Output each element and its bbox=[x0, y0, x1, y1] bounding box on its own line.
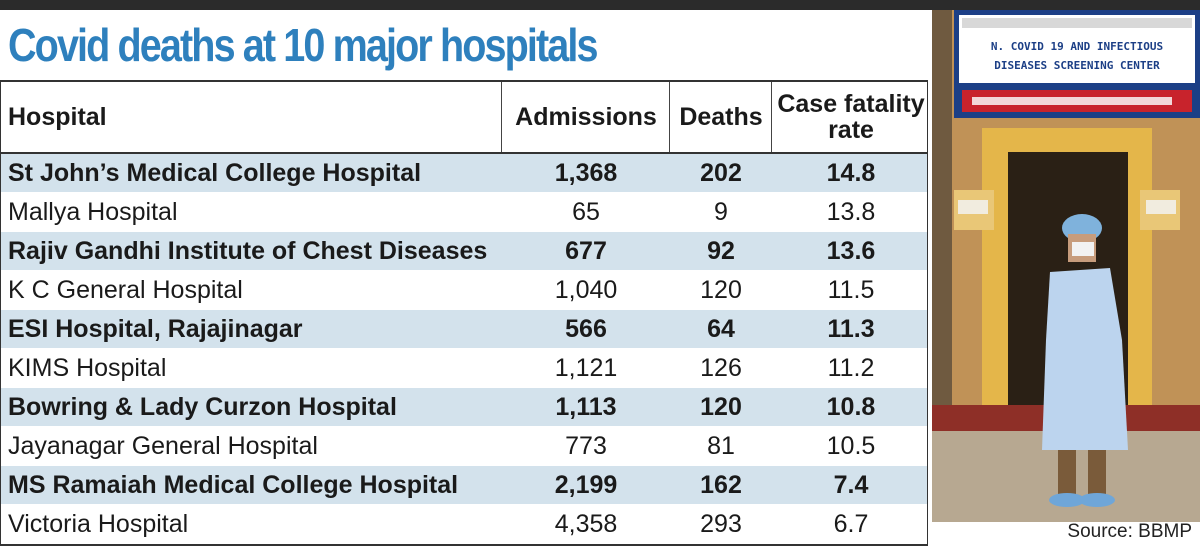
table-row: Mallya Hospital 65 9 13.8 bbox=[1, 193, 927, 231]
cell-case-fatality-rate: 11.3 bbox=[827, 314, 875, 343]
cell-deaths: 120 bbox=[700, 275, 742, 304]
header-admissions: Admissions bbox=[515, 103, 657, 131]
cell-deaths: 162 bbox=[700, 470, 742, 499]
source-credit: Source: BBMP bbox=[1067, 521, 1192, 542]
cell-admissions: 1,113 bbox=[555, 392, 617, 421]
cell-admissions: 4,358 bbox=[554, 509, 618, 538]
header-divider bbox=[501, 82, 502, 152]
cell-hospital: KIMS Hospital bbox=[8, 353, 167, 382]
header-divider bbox=[771, 82, 772, 152]
cell-deaths: 120 bbox=[700, 392, 742, 421]
cell-admissions: 1,368 bbox=[554, 158, 618, 187]
table-row: Rajiv Gandhi Institute of Chest Diseases… bbox=[1, 232, 927, 270]
table-row: K C General Hospital 1,040 120 11.5 bbox=[1, 271, 927, 309]
cell-hospital: K C General Hospital bbox=[8, 275, 243, 304]
cell-admissions: 1,121 bbox=[554, 353, 618, 382]
cell-case-fatality-rate: 11.5 bbox=[827, 275, 875, 304]
cell-admissions: 566 bbox=[565, 314, 607, 343]
cell-hospital: Jayanagar General Hospital bbox=[8, 431, 318, 460]
cell-deaths: 9 bbox=[714, 197, 728, 226]
cell-hospital: MS Ramaiah Medical College Hospital bbox=[8, 470, 459, 499]
table-row: MS Ramaiah Medical College Hospital 2,199… bbox=[1, 466, 927, 504]
header-case-fatality-rate: Case fatality rate bbox=[777, 90, 925, 144]
table-row: Jayanagar General Hospital 773 81 10.5 bbox=[1, 427, 927, 465]
table-row: St John’s Medical College Hospital 1,368 2… bbox=[1, 154, 927, 192]
cell-case-fatality-rate: 10.8 bbox=[826, 392, 876, 421]
cell-case-fatality-rate: 10.5 bbox=[826, 431, 876, 460]
table-header-row: Hospital Admissions Deaths Case fatality… bbox=[1, 82, 927, 154]
cell-deaths: 64 bbox=[707, 314, 735, 343]
cell-hospital: St John’s Medical College Hospital bbox=[8, 158, 422, 187]
cell-admissions: 2,199 bbox=[554, 470, 618, 499]
cell-hospital: Rajiv Gandhi Institute of Chest Diseases bbox=[8, 236, 488, 265]
top-bar bbox=[0, 0, 1200, 10]
header-deaths: Deaths bbox=[679, 103, 763, 131]
table-row: ESI Hospital, Rajajinagar 566 64 11.3 bbox=[1, 310, 927, 348]
cell-deaths: 202 bbox=[700, 158, 742, 187]
table-row: Bowring & Lady Curzon Hospital 1,113 120 10… bbox=[1, 388, 927, 426]
cell-deaths: 92 bbox=[707, 236, 735, 265]
cell-case-fatality-rate: 6.7 bbox=[833, 509, 869, 538]
header-divider bbox=[669, 82, 670, 152]
cell-hospital: Mallya Hospital bbox=[8, 197, 178, 226]
cell-admissions: 65 bbox=[572, 197, 600, 226]
cell-deaths: 126 bbox=[700, 353, 742, 382]
cell-hospital: Bowring & Lady Curzon Hospital bbox=[8, 392, 397, 421]
cell-admissions: 1,040 bbox=[554, 275, 618, 304]
sign-line-1: N. COVID 19 AND INFECTIOUS bbox=[991, 40, 1163, 53]
hospital-photo: N. COVID 19 AND INFECTIOUS DISEASES SCRE… bbox=[932, 10, 1200, 522]
data-table: Hospital Admissions Deaths Case fatality… bbox=[0, 80, 928, 546]
cell-case-fatality-rate: 11.2 bbox=[827, 353, 875, 382]
cell-admissions: 773 bbox=[565, 431, 607, 460]
cell-case-fatality-rate: 7.4 bbox=[833, 470, 869, 499]
cell-case-fatality-rate: 14.8 bbox=[826, 158, 876, 187]
sign-line-2: DISEASES SCREENING CENTER bbox=[994, 59, 1160, 72]
cell-admissions: 677 bbox=[565, 236, 607, 265]
table-row: KIMS Hospital 1,121 126 11.2 bbox=[1, 349, 927, 387]
cell-hospital: ESI Hospital, Rajajinagar bbox=[8, 314, 303, 343]
cell-case-fatality-rate: 13.8 bbox=[826, 197, 876, 226]
cell-deaths: 81 bbox=[707, 431, 735, 460]
table-row: Victoria Hospital 4,358 293 6.7 bbox=[1, 505, 927, 543]
cell-deaths: 293 bbox=[700, 509, 742, 538]
header-hospital: Hospital bbox=[8, 103, 107, 131]
cell-case-fatality-rate: 13.6 bbox=[826, 236, 876, 265]
cell-hospital: Victoria Hospital bbox=[8, 509, 189, 538]
chart-title: Covid deaths at 10 major hospitals bbox=[8, 19, 598, 71]
